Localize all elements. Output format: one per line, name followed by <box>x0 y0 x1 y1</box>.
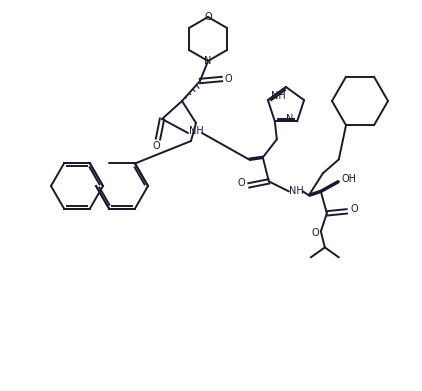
Text: N: N <box>287 115 294 124</box>
Text: O: O <box>237 178 245 188</box>
Text: NH: NH <box>189 126 203 136</box>
Text: O: O <box>152 141 160 151</box>
Text: O: O <box>224 74 232 84</box>
Text: NH: NH <box>271 91 285 101</box>
Text: O: O <box>311 228 319 239</box>
Text: N: N <box>204 56 212 66</box>
Text: O: O <box>350 204 357 214</box>
Text: NH: NH <box>289 187 304 196</box>
Text: O: O <box>204 12 212 22</box>
Text: OH: OH <box>341 174 356 185</box>
